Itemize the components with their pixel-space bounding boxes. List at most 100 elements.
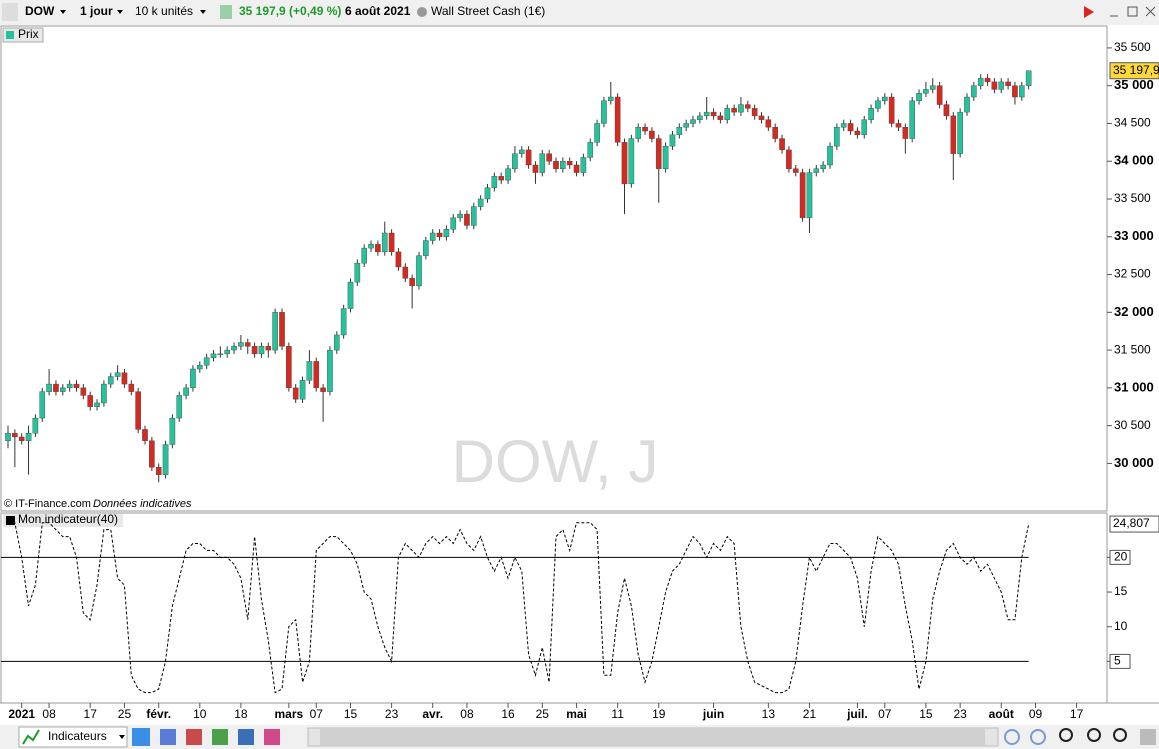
candle-body [505, 168, 511, 181]
candle-body [614, 96, 621, 143]
candle-body [745, 104, 751, 109]
candle-body [532, 164, 539, 173]
candle-body [676, 127, 683, 135]
y-tick-label: 35 500 [1114, 40, 1151, 54]
candle-body [423, 240, 429, 256]
candle-body [162, 444, 169, 475]
candle-body [792, 168, 799, 173]
candle-body [608, 96, 614, 101]
last-value-label: 35 197,9 [1113, 63, 1159, 77]
settings-icon[interactable] [1140, 729, 1156, 745]
candle-body [587, 142, 594, 158]
indicators-button[interactable] [18, 726, 128, 748]
y-tick-label: 34 000 [1114, 153, 1154, 168]
scroll-thumb[interactable] [320, 729, 985, 745]
candle-body [73, 383, 80, 389]
y-tick-label: 30 500 [1114, 418, 1151, 432]
candle-body [498, 176, 505, 181]
pane-icon [6, 516, 15, 525]
candle-body [765, 119, 772, 128]
units[interactable]: 10 k unités [135, 4, 193, 18]
zoom-in-icon[interactable] [1113, 728, 1127, 742]
indicators-label: Indicateurs [48, 729, 107, 743]
note: Données indicatives [93, 498, 192, 510]
tool-icon[interactable] [264, 729, 280, 745]
candle-body [936, 85, 943, 105]
candle-body [53, 383, 59, 392]
candle-body [628, 138, 635, 185]
x-tick-label: 11 [611, 707, 624, 721]
candle-body [909, 100, 915, 139]
x-tick-label: 15 [919, 707, 933, 721]
candle-body [190, 368, 196, 389]
y-tick-label: 33 000 [1114, 228, 1154, 243]
candle-body [662, 145, 669, 169]
close[interactable] [1145, 6, 1156, 17]
zoom-out-icon[interactable] [1087, 728, 1101, 742]
candle-body [977, 77, 984, 86]
undo-icon[interactable] [1004, 729, 1020, 745]
tool-icon[interactable] [212, 729, 228, 745]
candle-body [87, 395, 93, 407]
candle-body [313, 361, 320, 389]
y-tick-label: 31 500 [1114, 342, 1151, 356]
candle-body [5, 432, 11, 441]
x-tick-label: mai [566, 707, 587, 721]
candle-body [217, 353, 224, 356]
redo-icon[interactable] [1030, 729, 1046, 745]
candle-body [1019, 85, 1025, 98]
candle-body [834, 127, 840, 147]
x-tick-label: 16 [501, 707, 515, 721]
tool-icon[interactable] [238, 729, 254, 745]
candle-body [238, 342, 244, 347]
period[interactable]: 1 jour [80, 4, 113, 18]
share-icon[interactable] [132, 728, 150, 746]
candle-body [669, 134, 676, 147]
x-tick-label: août [989, 707, 1014, 721]
dropdown-arrow [117, 10, 123, 14]
candle-body [436, 232, 443, 237]
candle-body [46, 383, 52, 392]
menu-icon[interactable] [2, 3, 18, 21]
candle-body [39, 391, 46, 419]
candle-body [381, 232, 388, 253]
candle-body [710, 111, 717, 117]
candle-body [566, 161, 573, 166]
x-tick-label: 25 [118, 707, 132, 721]
symbol[interactable]: DOW [25, 4, 55, 18]
candle-body [601, 100, 607, 124]
candle-body [450, 217, 457, 230]
tool-icon[interactable] [160, 729, 176, 745]
x-tick-label: 17 [84, 707, 98, 721]
indicator-pane [0, 512, 1108, 704]
x-tick-label: 07 [310, 707, 324, 721]
candle-body [950, 115, 957, 154]
candle-body [477, 198, 484, 207]
candle-body [772, 127, 778, 139]
candle-body [402, 266, 409, 279]
candle-body [560, 161, 566, 169]
y-tick-label: 32 000 [1114, 304, 1154, 319]
tool-icon[interactable] [186, 729, 202, 745]
candle-body [388, 232, 395, 253]
candle-body [471, 206, 477, 226]
candle-body [895, 123, 902, 128]
x-tick-label: 19 [652, 707, 666, 721]
maximize[interactable] [1127, 6, 1138, 17]
x-tick-label: 08 [42, 707, 56, 721]
candle-body [244, 342, 251, 347]
candle-body [943, 104, 950, 117]
candle-body [758, 115, 765, 120]
candle-body [717, 115, 724, 120]
y-tick-label: 5 [1114, 654, 1121, 668]
dropdown-arrow [60, 10, 66, 14]
tool-icon[interactable] [1084, 6, 1094, 18]
candle-body [375, 244, 381, 253]
candle-body [60, 387, 66, 392]
candle-body [655, 138, 662, 169]
zoom-icon[interactable] [1059, 728, 1073, 742]
candle-body [697, 115, 703, 120]
candle-body [642, 127, 648, 132]
candle-body [512, 153, 518, 169]
indicators-icon [22, 729, 40, 745]
